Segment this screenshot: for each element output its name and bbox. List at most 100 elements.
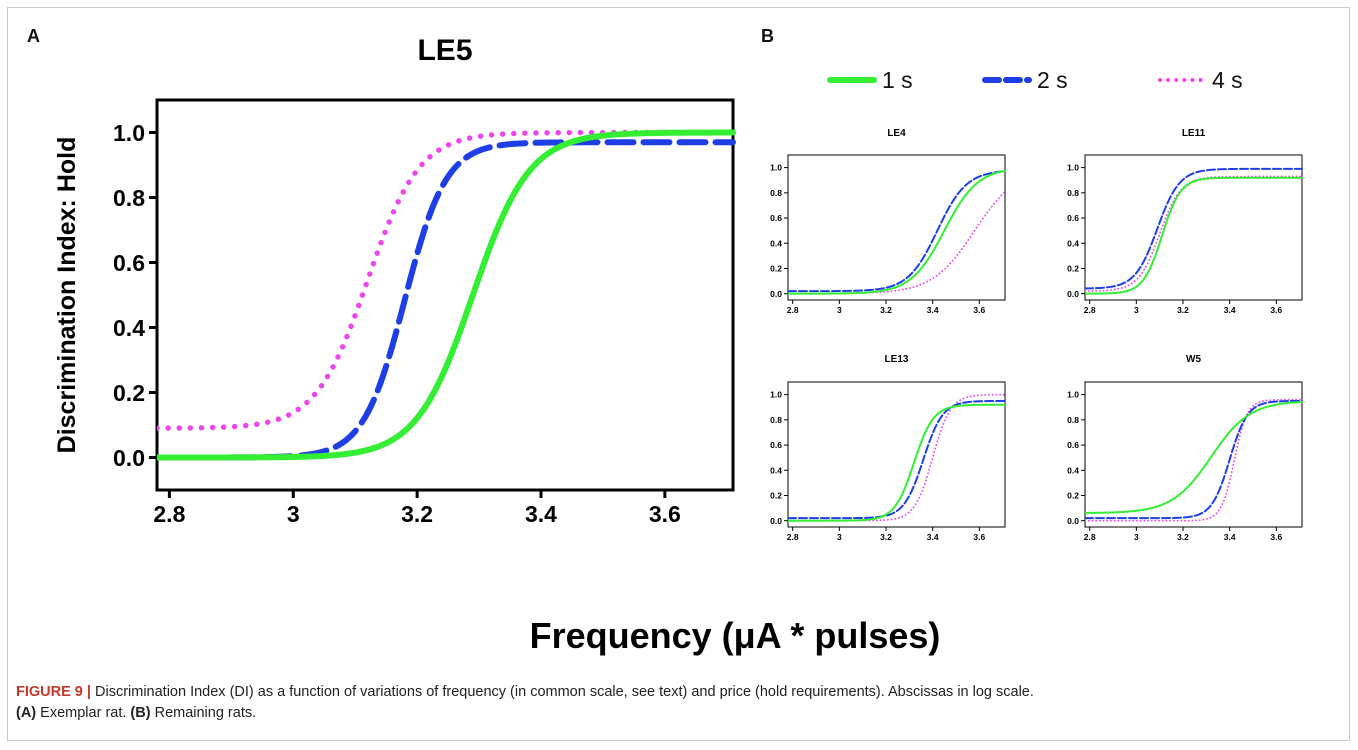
y-tick-label: 0.0 (1067, 516, 1079, 526)
series-line-1s (157, 129, 736, 461)
x-axis-label: Frequency (μA * pulses) (530, 615, 941, 656)
plot-frame (787, 381, 1006, 528)
chart-title: LE11 (1182, 128, 1206, 139)
chart-title: LE13 (885, 354, 909, 365)
caption-b-text: Remaining rats. (150, 705, 257, 721)
chart-panel-le11: LE11 0.0 0.2 0.4 0.6 0.8 1.0 2.8 3 3.2 3.4 3.6 (1067, 128, 1303, 315)
panel-b-letter: B (761, 26, 774, 46)
series-line-1s (1085, 400, 1303, 514)
series-line-4s (1085, 175, 1303, 292)
legend-label: 4 s (1212, 67, 1243, 93)
chart-title: LE4 (887, 128, 906, 139)
y-tick-label: 0.4 (1067, 465, 1079, 475)
x-tick-label: 3.4 (927, 532, 939, 542)
y-tick-label: 0.0 (1067, 289, 1079, 299)
y-tick-label: 0.2 (1067, 491, 1079, 501)
x-tick-label: 3.4 (525, 501, 557, 527)
y-tick-label: 0.4 (1067, 238, 1079, 248)
caption-a-label: (A) (16, 705, 37, 721)
panel-a-letter: A (27, 26, 40, 46)
plot-frame (155, 98, 735, 492)
chart-panel-le5: LE5 0.0 0.2 0.4 0.6 0.8 1.0 2.8 3 3.2 3.4 3.6 Discri… (53, 34, 736, 527)
y-tick-label: 0.2 (770, 264, 782, 274)
y-tick-label: 0.2 (770, 491, 782, 501)
series-line-1s (788, 403, 1006, 522)
chart-panel-le13: LE13 0.0 0.2 0.4 0.6 0.8 1.0 2.8 3 3.2 3.4 3.6 (770, 354, 1006, 542)
series-line-2s (1085, 167, 1303, 290)
y-tick-label: 0.0 (770, 516, 782, 526)
x-tick-label: 3.2 (401, 501, 433, 527)
x-tick-label: 3.2 (880, 305, 892, 315)
y-tick-label: 0.4 (770, 465, 782, 475)
y-tick-label: 1.0 (113, 120, 145, 146)
y-tick-label: 0.0 (770, 289, 782, 299)
y-tick-label: 0.8 (1067, 188, 1079, 198)
x-tick-label: 3.4 (927, 305, 939, 315)
y-tick-label: 1.0 (1067, 390, 1079, 400)
x-tick-label: 3.6 (649, 501, 681, 527)
x-tick-label: 3 (837, 305, 842, 315)
series-line-2s (1085, 399, 1303, 520)
chart-panel-w5: W5 0.0 0.2 0.4 0.6 0.8 1.0 2.8 3 3.2 3.4 3.6 (1067, 354, 1303, 542)
x-tick-label: 2.8 (153, 501, 185, 527)
x-tick-label: 3.2 (880, 532, 892, 542)
x-tick-label: 3 (287, 501, 300, 527)
legend-label: 2 s (1037, 67, 1068, 93)
y-tick-label: 0.8 (1067, 415, 1079, 425)
caption-a-text: Exemplar rat. (36, 705, 131, 721)
plot-frame (1084, 381, 1303, 528)
x-tick-label: 2.8 (1084, 532, 1096, 542)
plot-frame (1084, 154, 1303, 301)
y-tick-label: 0.8 (113, 185, 145, 211)
series-line-2s (788, 170, 1006, 293)
y-tick-label: 0.8 (770, 188, 782, 198)
legend: 1 s 2 s 4 s (827, 67, 1243, 93)
legend-label: 1 s (882, 67, 913, 93)
x-tick-label: 2.8 (787, 305, 799, 315)
series-line-4s (788, 393, 1006, 522)
x-tick-label: 3 (1134, 305, 1139, 315)
x-tick-label: 2.8 (1084, 305, 1096, 315)
chart-title: W5 (1186, 354, 1201, 365)
series-line-1s (1085, 176, 1303, 295)
series-line-4s (788, 191, 1006, 295)
caption-figure-label: FIGURE 9 | (16, 684, 91, 700)
x-tick-label: 3.4 (1224, 305, 1236, 315)
y-tick-label: 0.4 (770, 238, 782, 248)
caption-b-label: (B) (130, 705, 151, 721)
y-tick-label: 0.6 (113, 250, 145, 276)
chart-panel-le4: LE4 0.0 0.2 0.4 0.6 0.8 1.0 2.8 3 3.2 3.4 3.6 (770, 128, 1006, 315)
y-tick-label: 1.0 (770, 163, 782, 173)
series-line-4s (1085, 398, 1303, 522)
y-tick-label: 0.8 (770, 415, 782, 425)
series-line-2s (788, 399, 1006, 520)
y-tick-label: 0.6 (1067, 440, 1079, 450)
y-tick-label: 1.0 (770, 390, 782, 400)
series-line-1s (788, 169, 1006, 295)
x-tick-label: 3.2 (1177, 532, 1189, 542)
plot-frame (787, 154, 1006, 301)
figure-frame (7, 7, 1350, 741)
caption-text: Discrimination Index (DI) as a function … (90, 684, 1034, 700)
y-axis-label: Discrimination Index: Hold (53, 137, 81, 454)
x-tick-label: 3.4 (1224, 532, 1236, 542)
x-tick-label: 3.6 (973, 532, 985, 542)
y-tick-label: 0.2 (113, 380, 145, 406)
y-tick-label: 0.4 (113, 315, 145, 341)
y-tick-label: 0.2 (1067, 264, 1079, 274)
figure-caption: FIGURE 9 | Discrimination Index (DI) as … (16, 682, 1336, 724)
y-tick-label: 0.6 (1067, 213, 1079, 223)
x-tick-label: 3.6 (973, 305, 985, 315)
y-tick-label: 0.0 (113, 445, 145, 471)
x-tick-label: 3.2 (1177, 305, 1189, 315)
chart-title: LE5 (417, 34, 472, 67)
y-tick-label: 1.0 (1067, 163, 1079, 173)
x-tick-label: 3.6 (1270, 305, 1282, 315)
x-tick-label: 2.8 (787, 532, 799, 542)
y-tick-label: 0.6 (770, 440, 782, 450)
x-tick-label: 3.6 (1270, 532, 1282, 542)
y-tick-label: 0.6 (770, 213, 782, 223)
x-tick-label: 3 (837, 532, 842, 542)
x-tick-label: 3 (1134, 532, 1139, 542)
